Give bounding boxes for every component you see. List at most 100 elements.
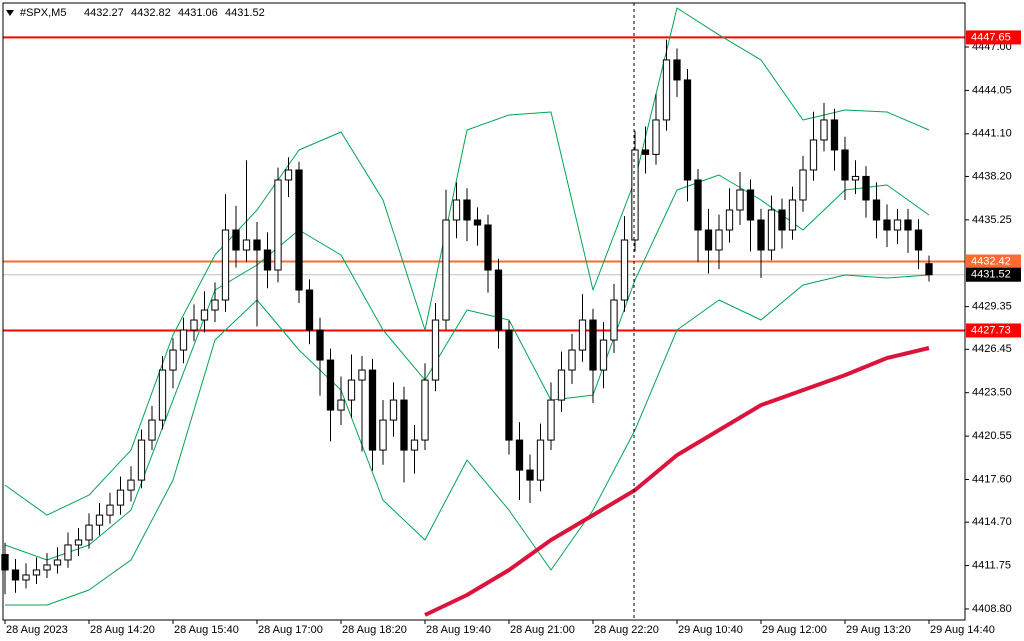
candle-body (515, 439, 524, 471)
candle-body (43, 564, 51, 571)
candle-body (547, 399, 555, 441)
menu-arrow[interactable] (6, 10, 14, 16)
candle-body (830, 119, 839, 151)
candle-body (74, 539, 83, 546)
x-tick-label: 29 Aug 10:40 (678, 624, 743, 636)
x-tick-label: 29 Aug 14:40 (930, 624, 995, 636)
candle-body (326, 359, 335, 411)
candle-body (421, 379, 429, 441)
plot-area (1, 7, 965, 617)
y-tick-label: 4426.45 (972, 343, 1012, 355)
candle-body (662, 59, 671, 121)
candle-body (116, 489, 125, 506)
candle-body (757, 219, 765, 251)
candle-body (85, 524, 93, 541)
y-tick-label: 4444.05 (972, 84, 1012, 96)
header-close: 4431.52 (225, 7, 265, 19)
x-tick-label: 28 Aug 2023 (6, 624, 68, 636)
candle-body (463, 199, 471, 221)
candle-body (883, 219, 891, 231)
candle-body (788, 199, 797, 231)
indicator-line (5, 274, 930, 606)
candle-body (767, 209, 776, 251)
candle-body (809, 139, 818, 171)
plot-frame (2, 2, 966, 621)
candle-body (53, 559, 62, 566)
candle-body (494, 269, 503, 331)
y-tick-label: 4438.20 (972, 170, 1012, 182)
candle-body (841, 149, 849, 181)
candle-body (557, 369, 566, 401)
candle-body (631, 149, 639, 241)
x-tick-label: 28 Aug 17:00 (258, 624, 323, 636)
candle-body (862, 175, 870, 201)
candle-body (715, 229, 723, 251)
y-tick-label: 4408.80 (972, 603, 1012, 615)
candle-body (914, 229, 923, 251)
x-tick-label: 28 Aug 15:40 (174, 624, 239, 636)
candle-body (893, 219, 902, 231)
header-open: 4432.27 (84, 7, 124, 19)
candle-body (736, 189, 744, 211)
price-level-label-box (966, 30, 1021, 45)
candle-body (263, 249, 272, 271)
candle-body (200, 309, 209, 321)
header-high: 4432.82 (131, 7, 171, 19)
candle-body (925, 263, 933, 276)
candle-body (253, 239, 261, 251)
candle-body (221, 229, 230, 301)
candle-body (158, 369, 167, 421)
candle-body (400, 399, 408, 451)
candle-body (652, 119, 660, 155)
candle-body (505, 329, 513, 441)
candle-body (169, 349, 177, 371)
candle-body (190, 319, 198, 331)
candle-body (799, 169, 807, 201)
candle-body (620, 239, 629, 301)
candle-body (64, 544, 72, 561)
price-level-label-box (966, 323, 1021, 338)
candle-body (704, 229, 713, 251)
candle-body (904, 219, 912, 231)
candle-body (536, 439, 545, 481)
y-tick-label: 4429.35 (972, 301, 1012, 313)
y-tick-label: 4435.25 (972, 214, 1012, 226)
candle-body (337, 399, 345, 411)
candle-body (484, 224, 492, 271)
candle-body (389, 399, 398, 421)
candle-body (410, 439, 419, 451)
candle-body (127, 479, 135, 491)
candle-body (526, 469, 534, 481)
candle-body (610, 299, 618, 341)
candle-body (295, 169, 303, 291)
y-tick-label: 4417.60 (972, 473, 1012, 485)
indicator-line (424, 346, 930, 617)
candle-body (442, 219, 450, 321)
y-tick-label: 4423.50 (972, 387, 1012, 399)
candle-body (379, 419, 387, 451)
candle-body (179, 329, 188, 351)
candle-body (725, 209, 734, 231)
candle-body (22, 574, 30, 581)
candle-body (242, 239, 251, 251)
candle-body (211, 299, 219, 311)
candle-body (641, 149, 650, 155)
candle-body (431, 319, 440, 381)
candle-body (305, 289, 314, 331)
candle-body (232, 229, 240, 251)
candle-body (673, 59, 681, 81)
price-level-label: 4447.65 (971, 31, 1011, 43)
y-tick-label: 4441.10 (972, 128, 1012, 140)
candle-body (872, 199, 881, 221)
x-tick-label: 28 Aug 19:40 (426, 624, 491, 636)
x-tick-label: 29 Aug 12:00 (762, 624, 827, 636)
candle-body (284, 169, 293, 181)
candle-body (599, 339, 608, 371)
price-level-label-box (966, 254, 1021, 269)
y-tick-label: 4414.70 (972, 516, 1012, 528)
candle-body (473, 219, 482, 226)
